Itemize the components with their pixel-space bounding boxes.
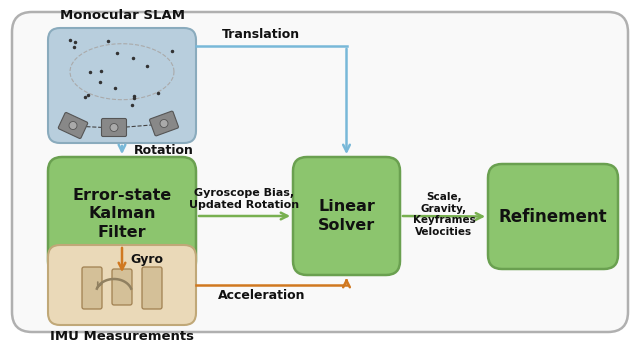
FancyBboxPatch shape	[48, 245, 196, 325]
FancyBboxPatch shape	[82, 267, 102, 309]
Text: Scale,
Gravity,
Keyframes
Velocities: Scale, Gravity, Keyframes Velocities	[413, 192, 476, 237]
FancyBboxPatch shape	[12, 12, 628, 332]
Text: Error-state
Kalman
Filter: Error-state Kalman Filter	[72, 188, 172, 240]
FancyBboxPatch shape	[150, 111, 179, 136]
Text: Translation: Translation	[222, 28, 300, 41]
Text: Gyro: Gyro	[130, 254, 163, 267]
FancyBboxPatch shape	[58, 112, 88, 139]
Text: Linear
Solver: Linear Solver	[318, 199, 375, 233]
Circle shape	[110, 123, 118, 131]
FancyBboxPatch shape	[488, 164, 618, 269]
FancyBboxPatch shape	[48, 157, 196, 275]
Circle shape	[69, 121, 77, 129]
Text: Gyroscope Bias,
Updated Rotation: Gyroscope Bias, Updated Rotation	[189, 189, 300, 210]
Text: Refinement: Refinement	[499, 207, 607, 226]
FancyBboxPatch shape	[293, 157, 400, 275]
Text: Rotation: Rotation	[134, 143, 194, 157]
Text: Monocular SLAM: Monocular SLAM	[60, 9, 184, 22]
FancyBboxPatch shape	[112, 269, 132, 305]
FancyBboxPatch shape	[48, 28, 196, 143]
Circle shape	[160, 119, 168, 128]
Text: IMU Measurements: IMU Measurements	[50, 330, 194, 343]
Text: Acceleration: Acceleration	[218, 289, 305, 302]
FancyBboxPatch shape	[142, 267, 162, 309]
FancyBboxPatch shape	[102, 118, 127, 137]
